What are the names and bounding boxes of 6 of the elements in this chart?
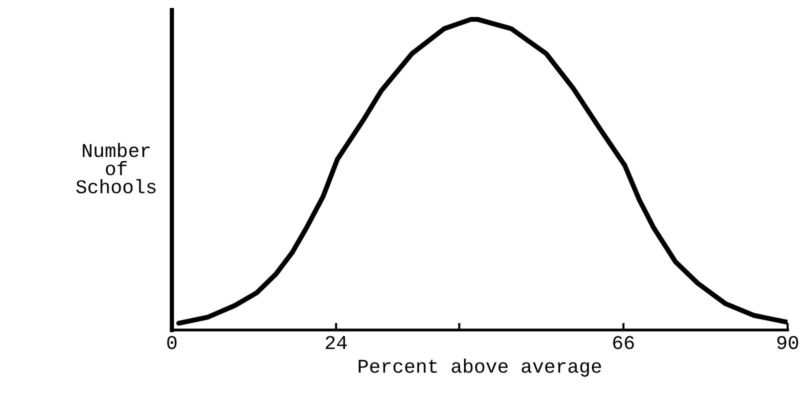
y-axis-title: Number of Schools: [76, 142, 156, 194]
x-tick-label: 90: [777, 336, 798, 350]
x-tick-label: 66: [613, 336, 634, 350]
x-tick-label: 24: [326, 336, 347, 349]
x-axis-title: Percent above average: [358, 358, 601, 377]
x-tick-label: 0: [167, 336, 177, 350]
